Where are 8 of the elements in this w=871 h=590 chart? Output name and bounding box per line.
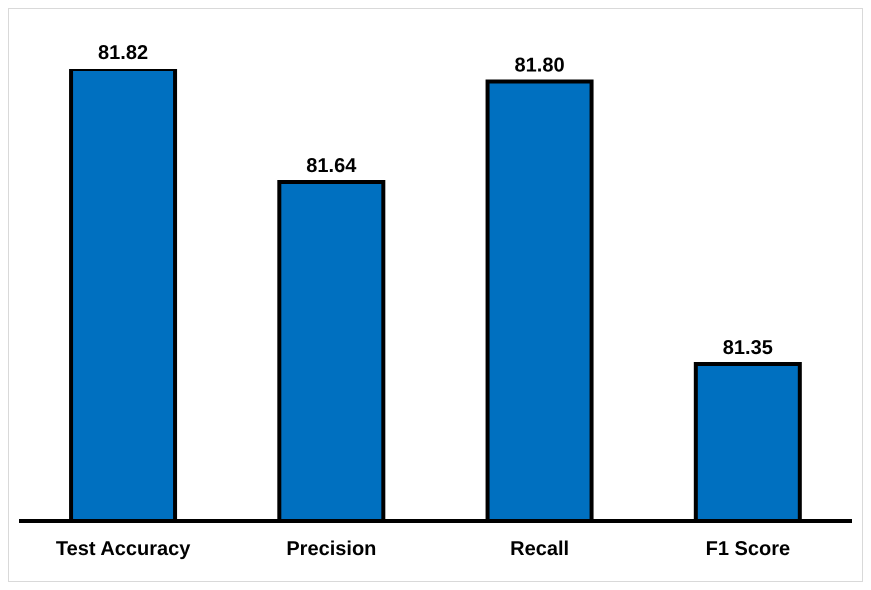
x-tick-label: F1 Score: [706, 538, 790, 560]
x-tick-label: Precision: [286, 538, 376, 560]
data-label: 81.80: [514, 54, 565, 77]
data-label: 81.82: [98, 42, 148, 64]
x-tick-label: Recall: [510, 538, 570, 560]
data-label: 81.35: [722, 337, 773, 360]
data-label: 81.64: [306, 155, 358, 177]
x-tick-label: Test Accuracy: [56, 538, 192, 560]
